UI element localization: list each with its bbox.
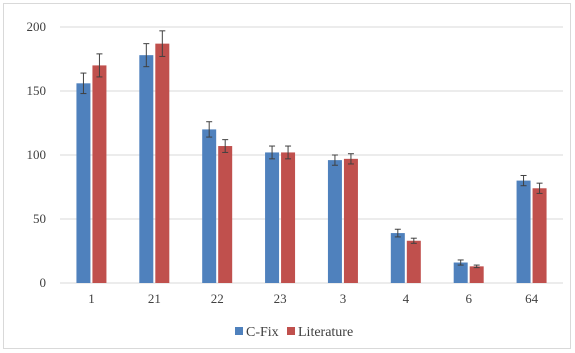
y-tick-label: 150 — [27, 83, 47, 98]
error-bar-c-fix-1 — [80, 72, 87, 95]
bar-c-fix-3 — [327, 160, 342, 283]
x-tick-label: 23 — [274, 291, 287, 306]
error-bar-c-fix-3 — [331, 154, 338, 166]
bar-c-fix-22 — [202, 129, 217, 283]
legend-item-c-fix: C-Fix — [235, 325, 279, 340]
x-tick-label: 1 — [88, 291, 95, 306]
error-bar-c-fix-64 — [520, 174, 527, 187]
legend-swatch — [235, 327, 243, 335]
error-bar-literature-23 — [285, 145, 292, 160]
gridlines — [60, 26, 563, 284]
error-bar-c-fix-21 — [143, 43, 150, 68]
legend-label: Literature — [298, 325, 353, 340]
bar-c-fix-64 — [516, 180, 531, 283]
bars — [76, 43, 547, 284]
x-axis-ticks: 1 21 22 23 3 4 6 64 — [88, 291, 538, 306]
error-bar-literature-3 — [347, 153, 354, 165]
bar-c-fix-4 — [390, 233, 405, 283]
bar-literature-23 — [281, 152, 296, 283]
bar-literature-6 — [469, 266, 484, 283]
bar-c-fix-21 — [139, 55, 154, 283]
x-tick-label: 4 — [403, 291, 410, 306]
bar-literature-1 — [92, 65, 107, 284]
error-bar-c-fix-6 — [457, 259, 464, 266]
bar-c-fix-6 — [453, 262, 468, 283]
y-axis-ticks: 0 50 100 150 200 — [27, 19, 47, 290]
bar-c-fix-1 — [76, 83, 91, 283]
error-bar-literature-6 — [473, 264, 480, 269]
legend-label: C-Fix — [246, 325, 279, 340]
x-tick-label: 3 — [340, 291, 347, 306]
error-bar-literature-21 — [159, 30, 166, 57]
bar-literature-4 — [406, 240, 421, 283]
y-tick-label: 0 — [40, 275, 47, 290]
bar-literature-3 — [343, 158, 358, 283]
x-tick-label: 6 — [465, 291, 472, 306]
error-bar-c-fix-4 — [394, 228, 401, 238]
error-bar-literature-1 — [96, 53, 103, 78]
bar-literature-22 — [218, 146, 233, 283]
legend: C-Fix Literature — [235, 325, 353, 340]
y-tick-label: 100 — [27, 147, 47, 162]
error-bar-literature-4 — [410, 237, 417, 244]
legend-item-literature: Literature — [287, 325, 353, 340]
x-tick-label: 21 — [148, 291, 161, 306]
error-bars — [80, 30, 543, 269]
error-bar-c-fix-23 — [269, 145, 276, 160]
error-bar-literature-64 — [536, 182, 543, 194]
y-tick-label: 50 — [33, 211, 46, 226]
x-tick-label: 64 — [525, 291, 539, 306]
error-bar-c-fix-22 — [206, 121, 213, 138]
bar-c-fix-23 — [265, 152, 280, 283]
bar-literature-64 — [532, 188, 547, 283]
error-bar-literature-22 — [222, 139, 229, 153]
x-tick-label: 22 — [211, 291, 224, 306]
y-tick-label: 200 — [27, 19, 47, 34]
legend-swatch — [287, 327, 295, 335]
bar-literature-21 — [155, 43, 170, 283]
